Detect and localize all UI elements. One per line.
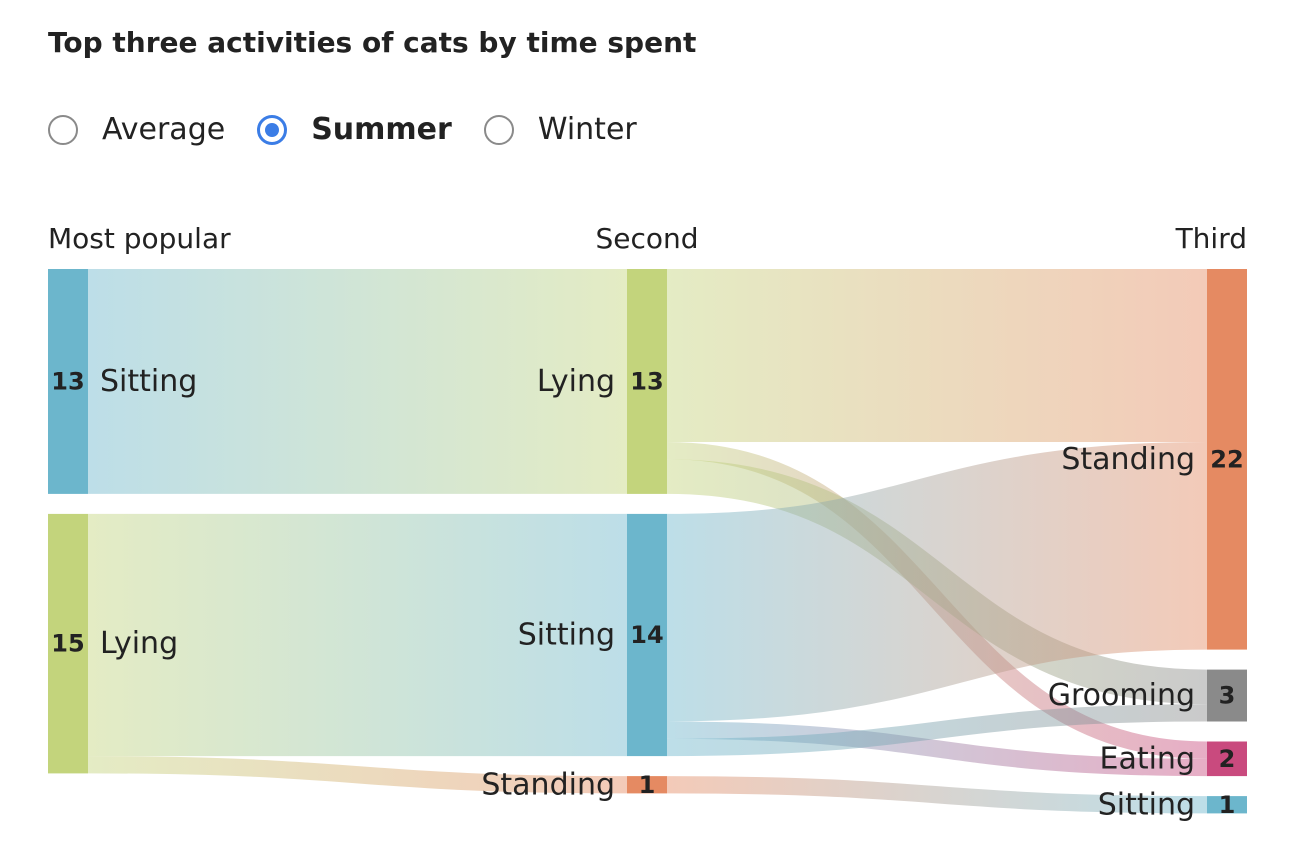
node-label: Standing xyxy=(1061,442,1195,477)
sankey-link[interactable] xyxy=(87,756,628,794)
node-label: Lying xyxy=(537,364,615,399)
column-label: Third xyxy=(1175,222,1247,255)
season-option-winter[interactable]: Winter xyxy=(483,112,637,147)
node-value: 13 xyxy=(51,367,84,395)
sankey-node[interactable] xyxy=(1207,796,1247,814)
season-selector: Average Summer Winter xyxy=(48,112,669,147)
sankey-node[interactable] xyxy=(627,513,667,757)
sankey-link[interactable] xyxy=(666,776,1208,814)
sankey-node[interactable] xyxy=(48,269,88,494)
node-label: Eating xyxy=(1100,741,1196,776)
node-label: Standing xyxy=(481,767,615,802)
radio-button-icon[interactable] xyxy=(48,114,78,145)
node-value: 1 xyxy=(639,771,656,799)
season-option-label: Winter xyxy=(537,112,637,147)
sankey-node[interactable] xyxy=(1207,741,1247,777)
column-label: Second xyxy=(595,222,698,255)
chart-title: Top three activities of cats by time spe… xyxy=(48,26,697,59)
sankey-node[interactable] xyxy=(1207,669,1247,722)
node-value: 1 xyxy=(1219,791,1236,819)
links-group xyxy=(87,268,1208,814)
season-option-label: Summer xyxy=(311,112,452,147)
season-option-average[interactable]: Average xyxy=(48,112,225,147)
sankey-link[interactable] xyxy=(666,704,1208,757)
sankey-node[interactable] xyxy=(48,513,88,774)
node-label: Sitting xyxy=(100,364,197,399)
node-label: Sitting xyxy=(1098,787,1195,822)
node-value: 2 xyxy=(1219,745,1236,773)
node-value: 3 xyxy=(1219,682,1236,710)
node-value: 13 xyxy=(630,367,663,395)
sankey-link[interactable] xyxy=(666,442,1208,722)
node-value: 14 xyxy=(630,621,663,649)
sankey-link[interactable] xyxy=(666,721,1208,777)
sankey-node[interactable] xyxy=(1207,269,1247,650)
node-value: 22 xyxy=(1210,445,1243,473)
season-option-label: Average xyxy=(102,112,226,147)
radio-button-icon[interactable] xyxy=(483,114,514,145)
season-option-summer[interactable]: Summer xyxy=(257,112,452,147)
radio-button-checked-icon[interactable] xyxy=(257,114,288,145)
sankey-node[interactable] xyxy=(627,776,667,794)
node-label: Grooming xyxy=(1048,678,1195,713)
column-label: Most popular xyxy=(48,222,231,255)
node-label: Sitting xyxy=(518,618,615,653)
node-label: Lying xyxy=(100,626,178,661)
node-value: 15 xyxy=(51,630,84,658)
sankey-node[interactable] xyxy=(627,269,667,494)
